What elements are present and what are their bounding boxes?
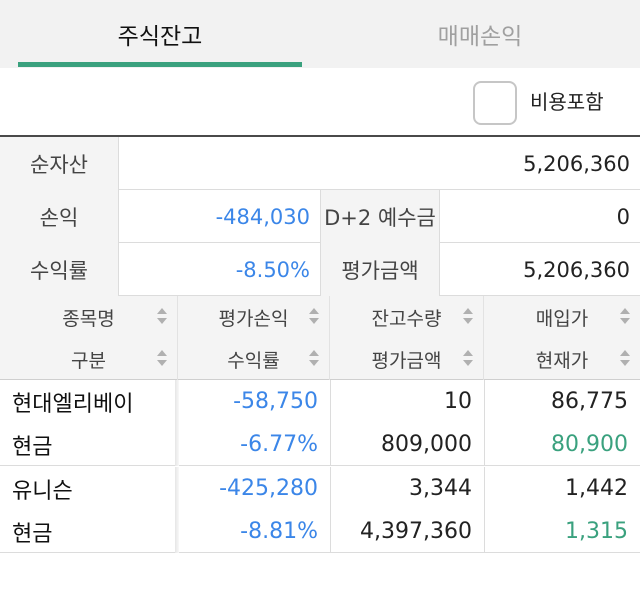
header-type[interactable]: 구분	[0, 338, 178, 380]
pl-label: 손익	[0, 190, 119, 243]
header-eval-label: 평가금액	[371, 349, 442, 372]
column-divider	[175, 467, 179, 553]
tab-trade-pl[interactable]: 매매손익	[437, 24, 523, 50]
pl-value: -484,030	[119, 190, 321, 243]
eval-amount-value: 5,206,360	[523, 257, 630, 282]
header-current-price-label: 현재가	[535, 349, 589, 372]
row-return: -8.81%	[240, 519, 318, 544]
sort-icon	[309, 350, 319, 368]
header-pl[interactable]: 평가손익	[178, 296, 330, 338]
net-assets-label: 순자산	[0, 137, 119, 190]
sort-icon	[463, 350, 473, 368]
d2-deposit-value: 0	[616, 204, 630, 229]
header-type-label: 구분	[71, 349, 106, 372]
header-return[interactable]: 수익률	[178, 338, 330, 380]
header-current-price[interactable]: 현재가	[484, 338, 640, 380]
sort-icon	[309, 308, 319, 326]
header-stock-name[interactable]: 종목명	[0, 296, 178, 338]
divider	[0, 135, 640, 137]
row-buy-price: 1,442	[565, 476, 628, 501]
sort-icon	[620, 350, 630, 368]
row-eval: 809,000	[381, 432, 472, 457]
return-label: 수익률	[0, 243, 119, 296]
net-assets-value: 5,206,360	[523, 151, 630, 176]
header-pl-label: 평가손익	[218, 307, 289, 330]
summary-row-return: 수익률 -8.50% 평가금액 5,206,360	[0, 243, 640, 296]
row-buy-price: 86,775	[551, 389, 628, 414]
row-eval: 4,397,360	[360, 519, 472, 544]
options-bar: 비용포함	[0, 68, 640, 136]
stock-name: 현대엘리베이	[12, 391, 134, 417]
table-row[interactable]: 현대엘리베이 현금 -58,750 -6.77% 10 809,000 86,7…	[0, 380, 640, 466]
row-current-price: 80,900	[551, 432, 628, 457]
header-quantity[interactable]: 잔고수량	[330, 296, 484, 338]
sort-icon	[620, 308, 630, 326]
table-row[interactable]: 유니슨 현금 -425,280 -8.81% 3,344 4,397,360 1…	[0, 467, 640, 553]
active-tab-indicator	[18, 62, 302, 67]
sort-icon	[157, 350, 167, 368]
account-type: 현금	[12, 521, 53, 547]
header-return-label: 수익률	[227, 349, 280, 372]
tab-bar: 주식잔고 매매손익	[0, 0, 640, 68]
eval-amount-label: 평가금액	[321, 243, 440, 296]
summary-row-net-assets: 순자산 5,206,360	[0, 137, 640, 190]
stock-name: 유니슨	[12, 478, 73, 504]
column-divider	[484, 380, 485, 466]
d2-deposit-label: D+2 예수금	[321, 190, 440, 243]
include-costs-label[interactable]: 비용포함	[530, 90, 604, 114]
row-pl: -425,280	[219, 476, 318, 501]
tab-stock-balance[interactable]: 주식잔고	[117, 24, 203, 50]
header-stock-name-label: 종목명	[62, 307, 115, 330]
header-quantity-label: 잔고수량	[371, 307, 442, 330]
row-current-price: 1,315	[565, 519, 628, 544]
holdings-table-header: 종목명 평가손익 잔고수량 매입가 구분 수익률 평가금액 현재가	[0, 296, 640, 380]
include-costs-checkbox[interactable]	[473, 81, 517, 125]
sort-icon	[157, 308, 167, 326]
column-divider	[330, 380, 331, 466]
header-eval[interactable]: 평가금액	[330, 338, 484, 380]
row-return: -6.77%	[240, 432, 318, 457]
row-pl: -58,750	[233, 389, 318, 414]
header-buy-price-label: 매입가	[535, 307, 589, 330]
return-value: -8.50%	[119, 243, 321, 296]
row-quantity: 3,344	[409, 476, 472, 501]
column-divider	[175, 380, 179, 466]
row-quantity: 10	[444, 389, 472, 414]
header-buy-price[interactable]: 매입가	[484, 296, 640, 338]
summary-row-pl: 손익 -484,030 D+2 예수금 0	[0, 190, 640, 243]
column-divider	[484, 467, 485, 553]
column-divider	[330, 467, 331, 553]
account-type: 현금	[12, 434, 53, 460]
sort-icon	[463, 308, 473, 326]
